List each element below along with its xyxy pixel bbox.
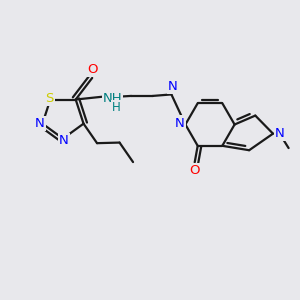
Text: O: O (88, 63, 98, 76)
Text: S: S (46, 92, 54, 105)
Text: N: N (275, 127, 284, 140)
Text: N: N (35, 117, 45, 130)
Text: N: N (59, 134, 68, 147)
Text: NH: NH (103, 92, 122, 105)
Text: H: H (112, 101, 121, 114)
Text: N: N (168, 80, 178, 93)
Text: N: N (175, 116, 185, 130)
Text: O: O (190, 164, 200, 177)
